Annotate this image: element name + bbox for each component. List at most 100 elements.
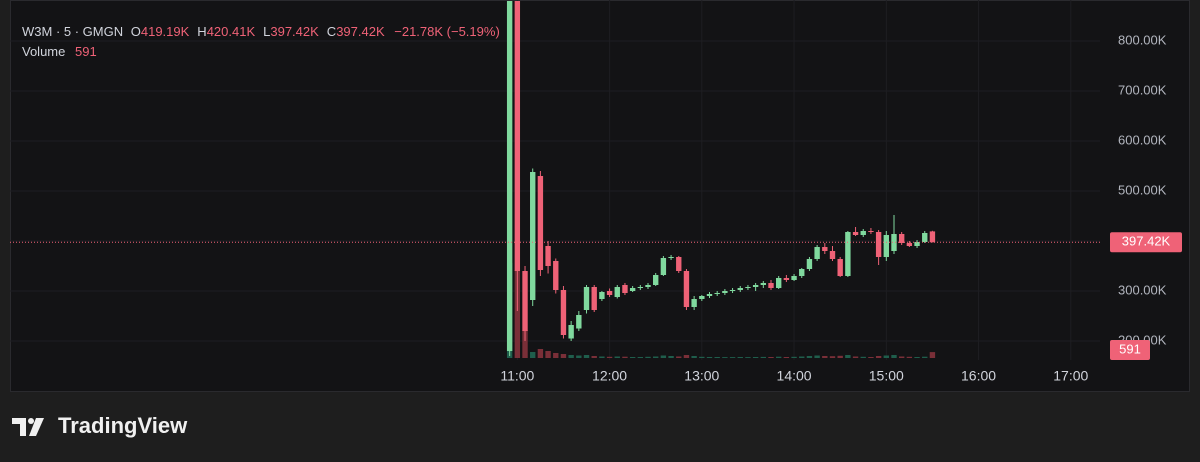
volume-bar	[760, 356, 767, 358]
candle-body	[668, 257, 674, 258]
candle-body	[752, 285, 759, 287]
volume-bar	[699, 356, 705, 358]
candle-body	[852, 232, 859, 235]
x-tick-label: 14:00	[777, 368, 812, 384]
volume-bar	[583, 355, 590, 358]
volume-bar	[537, 349, 544, 358]
last-price-label: 397.42K	[1122, 234, 1171, 249]
x-tick-label: 16:00	[961, 368, 996, 384]
volume-value: 591	[75, 44, 97, 59]
candle-body	[791, 276, 797, 280]
volume-bar	[568, 355, 574, 358]
last-volume-label: 591	[1119, 341, 1141, 356]
volume-bar	[714, 357, 720, 358]
volume-bar	[606, 356, 613, 358]
volume-bar	[783, 357, 790, 358]
candle-body	[683, 271, 690, 307]
volume-bar	[845, 355, 851, 358]
ohlc-value: 419.19K	[140, 24, 190, 39]
volume-bar	[775, 356, 782, 358]
volume-bar	[645, 356, 651, 358]
candle-body	[837, 259, 843, 276]
volume-bar	[553, 353, 559, 358]
volume-bar	[837, 355, 843, 358]
candle-body	[760, 283, 767, 285]
x-tick-label: 17:00	[1053, 368, 1088, 384]
volume-bar	[852, 356, 859, 358]
plot	[506, 1, 936, 358]
candle-body	[606, 291, 613, 295]
ohlc-values: O419.19K H420.41K L397.42K C397.42K	[127, 24, 385, 39]
chart-panel	[10, 0, 1190, 392]
volume-bar	[514, 270, 521, 358]
volume-bar	[883, 355, 889, 358]
candle-body	[506, 1, 513, 351]
candle-body	[806, 259, 813, 269]
candle-body	[768, 283, 774, 288]
volume-row: Volume 591	[22, 42, 500, 62]
candle-body	[691, 299, 697, 307]
x-tick-label: 15:00	[869, 368, 904, 384]
y-tick-label: 700.00K	[1118, 82, 1167, 97]
volume-bar	[768, 357, 774, 358]
volume-bar	[875, 356, 882, 358]
candle-body	[699, 296, 705, 299]
brand-logo	[12, 418, 44, 436]
ohlc-value: 397.42K	[270, 24, 319, 39]
candle-body	[891, 234, 897, 251]
candle-body	[553, 261, 559, 290]
volume-bar	[683, 355, 690, 358]
volume-bar	[898, 356, 905, 358]
candle-body	[653, 275, 659, 285]
candle-body	[737, 288, 743, 290]
volume-bar	[591, 356, 597, 358]
candle-body	[829, 251, 836, 259]
candle-body	[822, 247, 828, 251]
candle-body	[637, 287, 644, 288]
candle-body	[706, 294, 713, 296]
x-tick-label: 13:00	[684, 368, 719, 384]
candle-body	[583, 287, 590, 310]
last-volume-box	[1110, 340, 1150, 360]
candle-body	[660, 258, 667, 275]
volume-bar	[560, 354, 567, 358]
candle-body	[845, 232, 851, 276]
candle-body	[591, 287, 597, 310]
volume-bar	[691, 356, 697, 358]
volume-bar	[791, 356, 797, 358]
candle-body	[545, 246, 551, 266]
candle-body	[729, 290, 736, 291]
candle-body	[676, 257, 682, 271]
candle-body	[599, 292, 605, 299]
volume-bar	[829, 356, 836, 358]
y-tick-label: 300.00K	[1118, 282, 1167, 297]
legend-row: W3M · 5 · GMGN O419.19K H420.41K L397.42K C…	[22, 22, 500, 42]
volume-bar	[737, 357, 743, 358]
candle-body	[645, 285, 651, 287]
volume-bar	[522, 330, 528, 358]
volume-bar	[722, 357, 728, 358]
volume-bar	[745, 357, 751, 358]
candle-body	[898, 234, 905, 243]
y-tick-label: 600.00K	[1118, 132, 1167, 147]
change: −21.78K (−5.19%)	[394, 24, 500, 39]
ohlc-value: 420.41K	[206, 24, 256, 39]
candle-body	[922, 233, 928, 242]
candle-body	[745, 287, 751, 288]
candle-body	[775, 278, 782, 288]
volume-bar	[799, 356, 805, 358]
candle-body	[875, 232, 882, 257]
candle-body	[629, 288, 636, 291]
candle-body	[868, 231, 874, 232]
volume-bar	[914, 357, 920, 358]
volume-bar	[530, 352, 536, 358]
volume-bar	[599, 356, 605, 358]
candle-body	[530, 172, 536, 300]
candle-body	[576, 315, 582, 329]
volume-bar	[637, 357, 644, 358]
ohlc-label: C	[326, 24, 337, 39]
candle-body	[906, 243, 913, 246]
candle-body	[622, 285, 628, 293]
